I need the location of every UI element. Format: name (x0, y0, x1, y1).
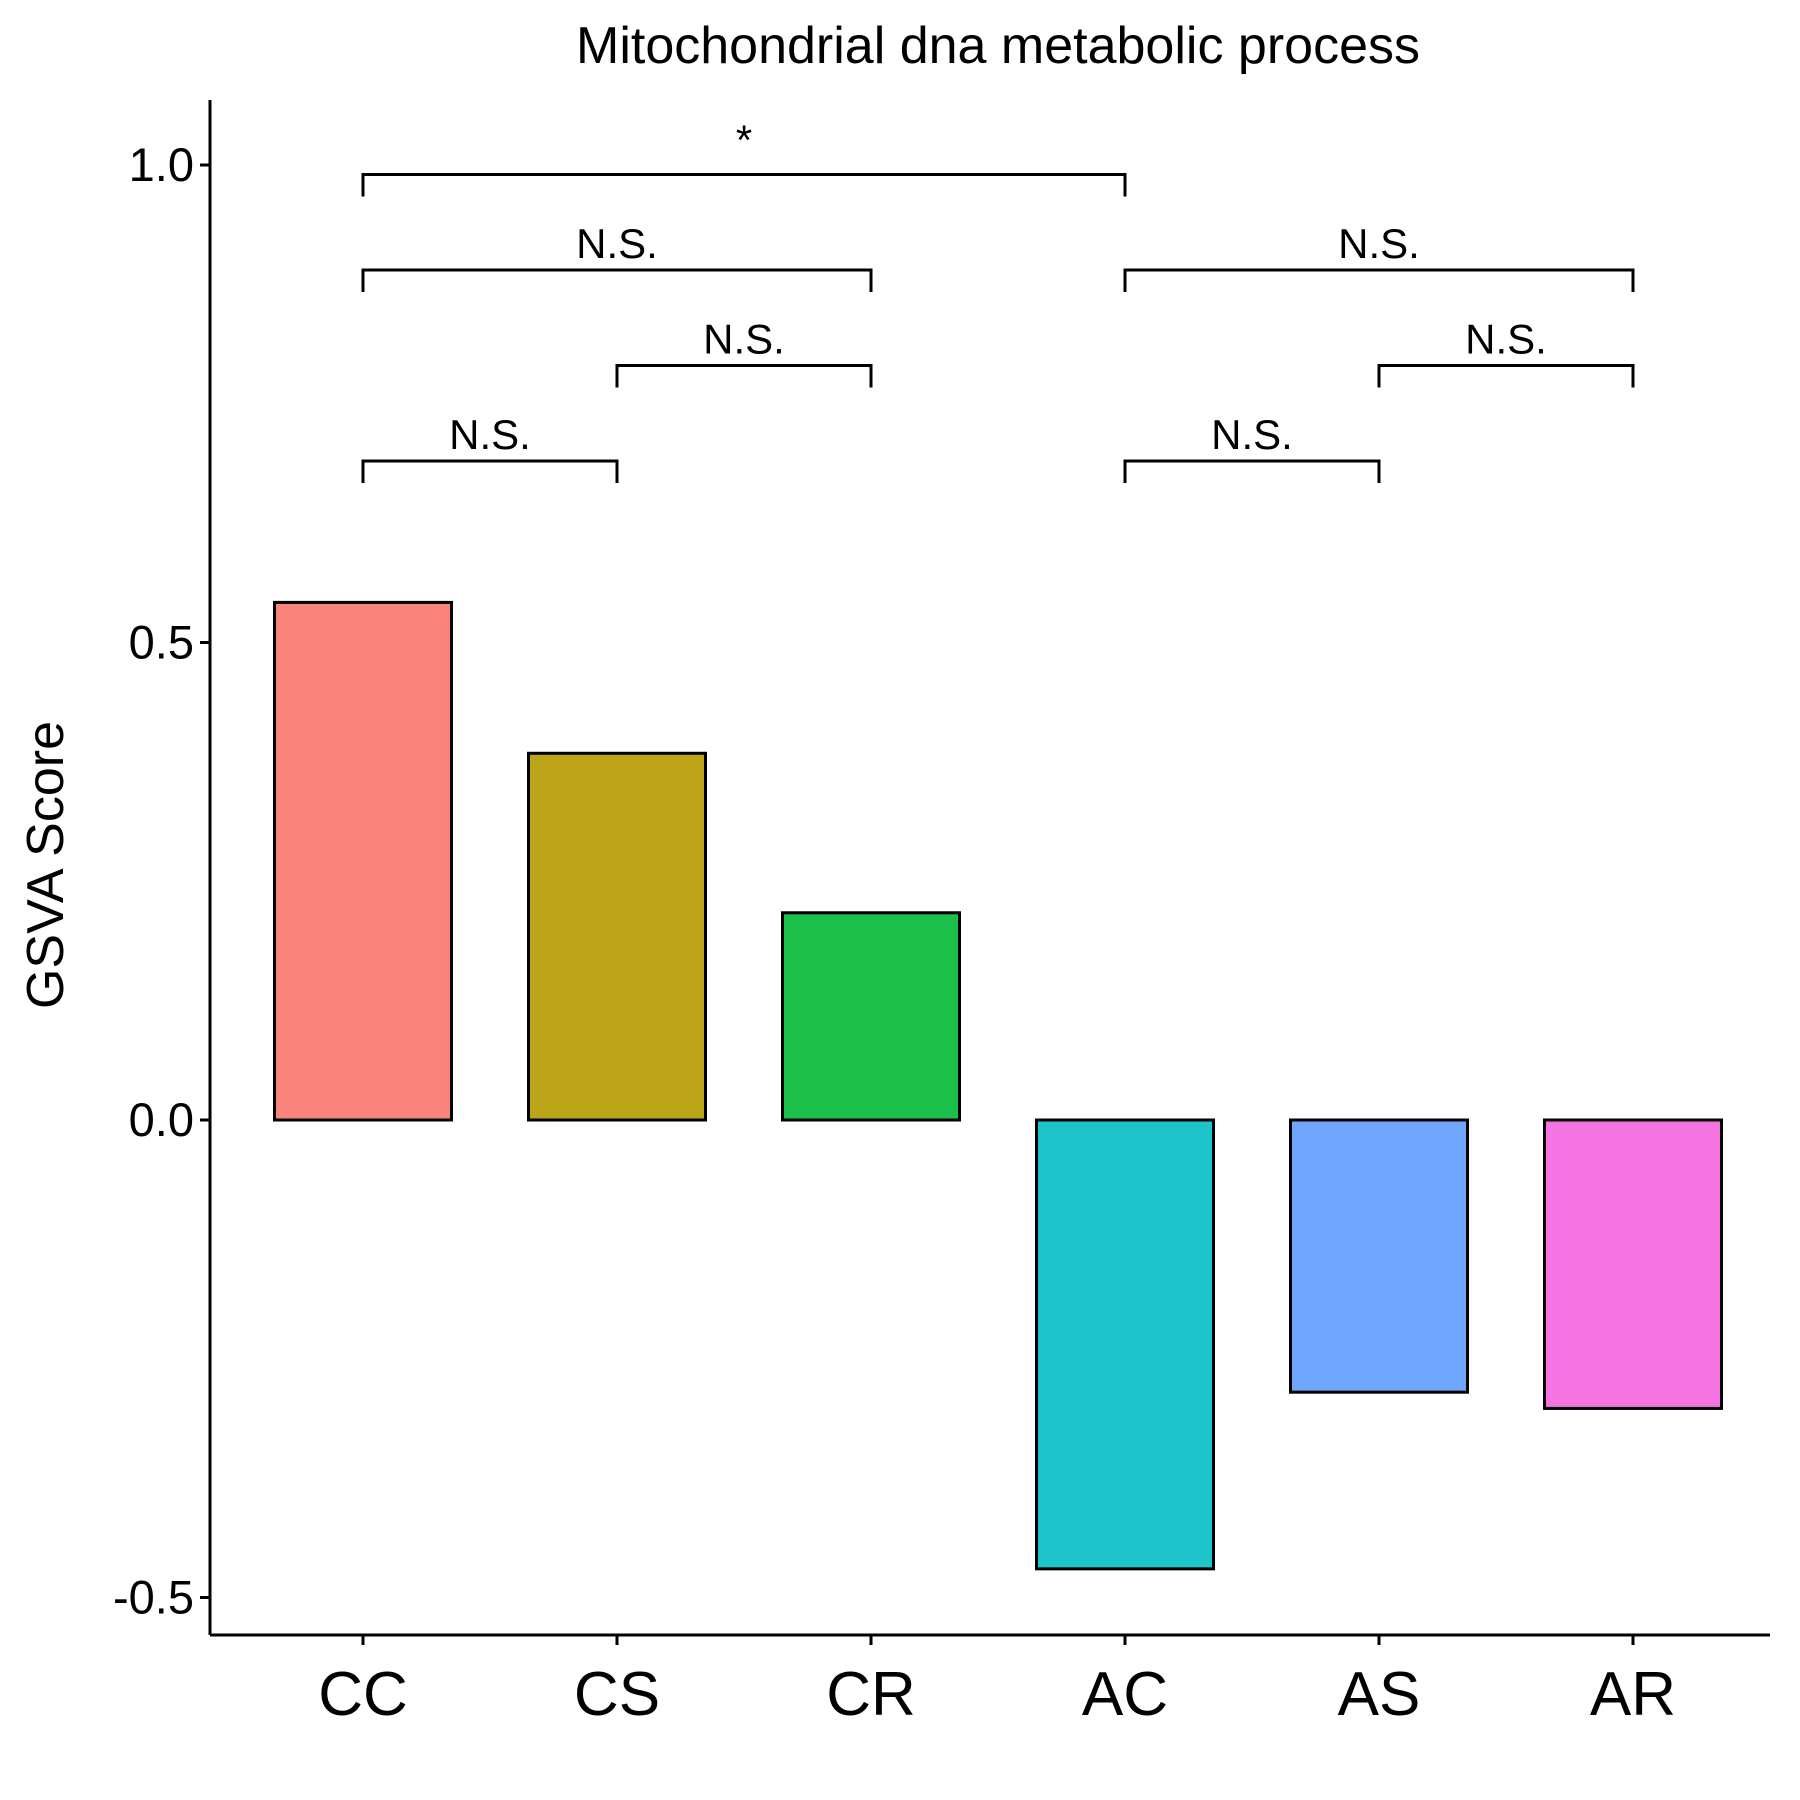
y-tick-label: 0.5 (129, 616, 194, 669)
significance-label: N.S. (449, 411, 531, 458)
bracket-line (1123, 459, 1381, 484)
x-tick-label-cc: CC (318, 1660, 408, 1729)
significance-brackets: N.S. N.S. N.S. * N.S. N.S. N.S. (361, 117, 1635, 484)
bracket-line (1123, 268, 1635, 293)
significance-label: N.S. (703, 316, 785, 363)
x-tick-label-cs: CS (574, 1660, 660, 1729)
bar-ac (1035, 1118, 1215, 1571)
x-tick-label-as: AS (1338, 1660, 1421, 1729)
significance-label: N.S. (1465, 316, 1547, 363)
x-tick-label-ac: AC (1082, 1660, 1168, 1729)
significance-label: * (736, 117, 752, 164)
bar-ar (1543, 1118, 1723, 1410)
significance-label: N.S. (1211, 411, 1293, 458)
comparison-ac-ar: N.S. (1123, 220, 1635, 293)
bar-cr (781, 911, 961, 1122)
bracket-line (1377, 364, 1635, 388)
y-tick-label: 0.0 (129, 1093, 194, 1146)
x-tick-label-ar: AR (1590, 1660, 1676, 1729)
y-tick-label: 1.0 (129, 138, 194, 191)
bar-cs (527, 751, 707, 1122)
significance-label: N.S. (1338, 220, 1420, 267)
y-axis-ticks: -0.5 0.0 0.5 1.0 (113, 138, 210, 1624)
comparison-as-ar: N.S. (1377, 316, 1635, 388)
bar-as (1289, 1118, 1469, 1394)
bracket-line (361, 268, 873, 293)
chart-title: Mitochondrial dna metabolic process (576, 17, 1420, 75)
bracket-line (361, 459, 619, 484)
y-tick-label: -0.5 (113, 1571, 194, 1624)
bars-group (273, 600, 1723, 1571)
x-axis-ticks: CC CS CR AC AS AR (318, 1635, 1676, 1729)
comparison-cc-cr: N.S. (361, 220, 873, 293)
bar-cc (273, 600, 453, 1122)
bracket-line (615, 364, 873, 388)
comparison-cc-cs: N.S. (361, 411, 619, 484)
comparison-cc-ac: * (361, 117, 1127, 197)
y-axis-label: GSVA Score (17, 721, 75, 1009)
significance-label: N.S. (576, 220, 658, 267)
comparison-cs-cr: N.S. (615, 316, 873, 388)
comparison-ac-as: N.S. (1123, 411, 1381, 484)
bracket-line (361, 173, 1127, 197)
x-tick-label-cr: CR (826, 1660, 916, 1729)
